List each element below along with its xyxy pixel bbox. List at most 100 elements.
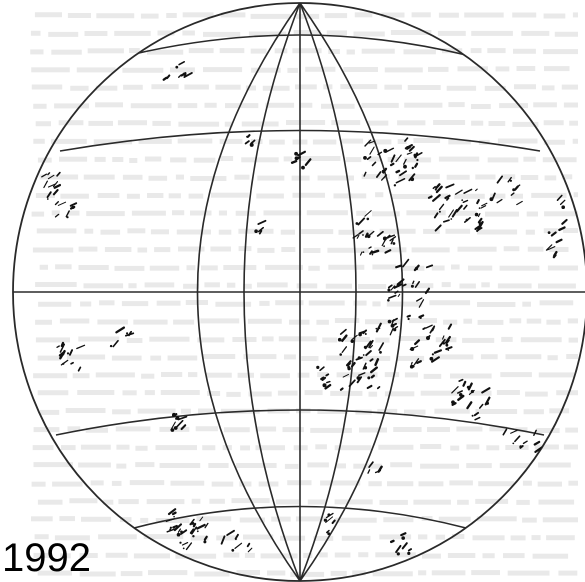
sunspot-mark [457, 390, 463, 394]
sunspot-mark [348, 379, 356, 388]
sunspot-mark [477, 213, 481, 218]
sunspot-mark [387, 294, 397, 299]
bleed-word [568, 337, 578, 343]
bleed-word [31, 84, 63, 90]
bleed-word [466, 444, 480, 450]
sunspot-mark [410, 361, 413, 365]
bleed-word [334, 318, 360, 323]
sunspot-dot [301, 165, 305, 170]
bleed-word [423, 228, 440, 234]
bleed-word [334, 499, 373, 505]
bleed-word [533, 102, 557, 108]
sunspot-mark [350, 361, 356, 368]
sunspot-dot [357, 356, 361, 360]
bleed-word [200, 318, 240, 324]
bleed-word [343, 67, 378, 72]
bleed-word [525, 391, 548, 397]
bleed-word [170, 67, 195, 73]
sunspot-dot [419, 316, 422, 319]
bleed-word [122, 174, 143, 180]
bleed-word [70, 85, 89, 91]
sunspot-mark [433, 349, 442, 354]
sunspot-mark [391, 319, 395, 325]
bleed-word [397, 355, 425, 361]
bleed-word [330, 390, 363, 396]
sunspot-mark [203, 535, 208, 541]
sunspot-dot [355, 222, 359, 225]
sunspot-dot [366, 217, 370, 221]
bleed-word [104, 247, 132, 252]
sunspot-mark [365, 350, 372, 357]
bleed-word [138, 138, 172, 144]
bleed-word [37, 499, 63, 505]
bleed-word [190, 176, 227, 181]
sunspot-mark [422, 327, 427, 331]
sunspot-mark [390, 154, 396, 163]
sunspot-mark [56, 345, 60, 348]
sunspot-mark [516, 200, 523, 206]
sunspot-mark [435, 183, 441, 189]
bleed-word [384, 67, 423, 73]
bleed-word [119, 517, 132, 523]
sunspot-dot [414, 266, 419, 271]
bleed-word [121, 301, 149, 307]
sunspot-dot [465, 218, 469, 222]
bleed-word [211, 192, 249, 198]
sunspot-mark [99, 513, 107, 523]
sunspot-mark [96, 501, 101, 508]
sunspot-mark [167, 508, 177, 516]
bleed-word [297, 372, 310, 378]
sunspot-dot [426, 336, 430, 340]
sunspot-mark [432, 194, 441, 202]
sunspot-mark [395, 544, 402, 554]
sunspot-mark [507, 176, 512, 183]
bleed-word [248, 391, 272, 397]
bleed-word [118, 499, 139, 505]
bleed-word [367, 120, 389, 126]
bleed-word [573, 192, 578, 198]
sunspot-mark [424, 287, 431, 295]
sunspot-mark [363, 171, 367, 177]
bleed-word [477, 302, 516, 307]
bleed-word [191, 498, 201, 504]
sunspot-mark [69, 202, 78, 207]
bleed-word [532, 553, 569, 559]
sunspot-dot [383, 245, 385, 248]
bleed-word [534, 444, 559, 450]
sunspot-dot [407, 551, 411, 556]
bleed-word [542, 517, 578, 523]
bleed-word [572, 12, 578, 18]
sunspot-mark [414, 339, 421, 346]
bleed-word [542, 157, 577, 163]
bleed-word [207, 391, 221, 396]
bleed-word [102, 499, 114, 505]
sunspot-mark [454, 189, 463, 195]
bleed-word [313, 535, 334, 541]
bleed-word [544, 175, 557, 181]
bleed-word [216, 535, 238, 541]
sunspot-dot [382, 236, 387, 241]
sunspot-mark [376, 386, 381, 390]
bleed-word [239, 481, 252, 487]
bleed-word [390, 194, 432, 199]
sunspot-mark [356, 376, 363, 384]
sunspot-mark [408, 145, 415, 152]
bleed-word [433, 120, 466, 125]
bleed-word [295, 516, 328, 522]
sunspot-dot [92, 506, 95, 509]
bleed-word [543, 120, 564, 126]
bleed-word [180, 408, 191, 414]
meridian-east-2 [299, 3, 404, 581]
bleed-word [442, 48, 463, 54]
bleed-word [178, 121, 220, 127]
bleed-word [352, 570, 366, 576]
bleed-word [210, 246, 231, 252]
sunspot-dot [461, 199, 464, 202]
sunspot-mark [393, 283, 403, 289]
sunspot-mark [257, 226, 265, 233]
bleed-word [509, 318, 522, 324]
sunspot-dot [363, 156, 367, 160]
bleed-word [33, 373, 68, 379]
bleed-word [522, 517, 537, 523]
sunspot-mark [522, 440, 528, 445]
